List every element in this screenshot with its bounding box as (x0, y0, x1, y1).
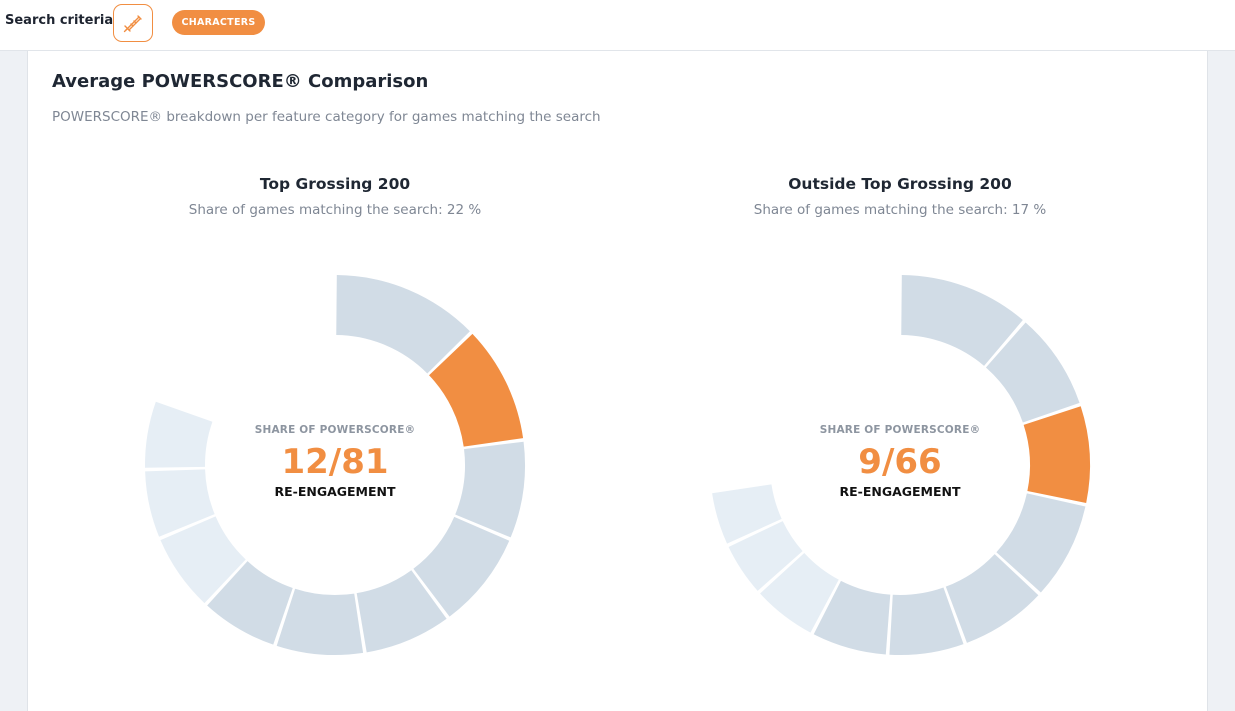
donut-segment[interactable] (276, 588, 364, 656)
center-label: SHARE OF POWERSCORE® (819, 424, 981, 436)
chart-share-outside-top-grossing: Share of games matching the search: 17 % (753, 202, 1047, 218)
characters-chip[interactable]: CHARACTERS (172, 10, 265, 35)
center-value: 12/81 (281, 442, 389, 482)
chart-share-top-grossing: Share of games matching the search: 22 % (188, 202, 482, 218)
center-label: SHARE OF POWERSCORE® (254, 424, 416, 436)
search-criteria-bar: Search criteria: CHARACTERS (0, 0, 1235, 51)
donut-segment[interactable] (356, 570, 447, 653)
criteria-filter-button[interactable] (113, 4, 153, 42)
center-category: RE-ENGAGEMENT (274, 484, 396, 499)
donut-segment[interactable] (455, 441, 525, 538)
donut-segment[interactable] (901, 275, 1023, 366)
center-value: 9/66 (858, 442, 942, 482)
donut-segment[interactable] (945, 554, 1039, 643)
center-category: RE-ENGAGEMENT (839, 484, 961, 499)
donut-segment[interactable] (712, 484, 782, 544)
search-criteria-label: Search criteria: (5, 13, 119, 28)
donut-segment[interactable] (145, 469, 215, 537)
donut-segment[interactable] (336, 275, 470, 374)
donut-center-top-grossing: SHARE OF POWERSCORE® 12/81 RE-ENGAGEMENT (215, 424, 455, 499)
donut-segment[interactable] (207, 561, 293, 645)
donut-center-outside-top-grossing: SHARE OF POWERSCORE® 9/66 RE-ENGAGEMENT (780, 424, 1020, 499)
panel-title: Average POWERSCORE® Comparison (52, 71, 429, 92)
donut-segment[interactable] (985, 322, 1080, 423)
donut-segment[interactable] (160, 516, 246, 604)
donut-segment[interactable] (760, 552, 839, 633)
chart-title-outside-top-grossing: Outside Top Grossing 200 (788, 175, 1012, 193)
panel-subtitle: POWERSCORE® breakdown per feature catego… (52, 109, 601, 125)
donut-segment-highlighted[interactable] (1023, 406, 1091, 503)
donut-segment[interactable] (413, 516, 510, 617)
donut-segment[interactable] (813, 580, 891, 655)
chart-title-top-grossing: Top Grossing 200 (259, 175, 411, 193)
donut-segment-highlighted[interactable] (429, 333, 524, 447)
donut-segment[interactable] (996, 493, 1086, 593)
donut-segment[interactable] (145, 401, 213, 468)
sword-icon (123, 15, 142, 33)
donut-segment[interactable] (889, 587, 964, 655)
donut-segment[interactable] (728, 521, 803, 591)
